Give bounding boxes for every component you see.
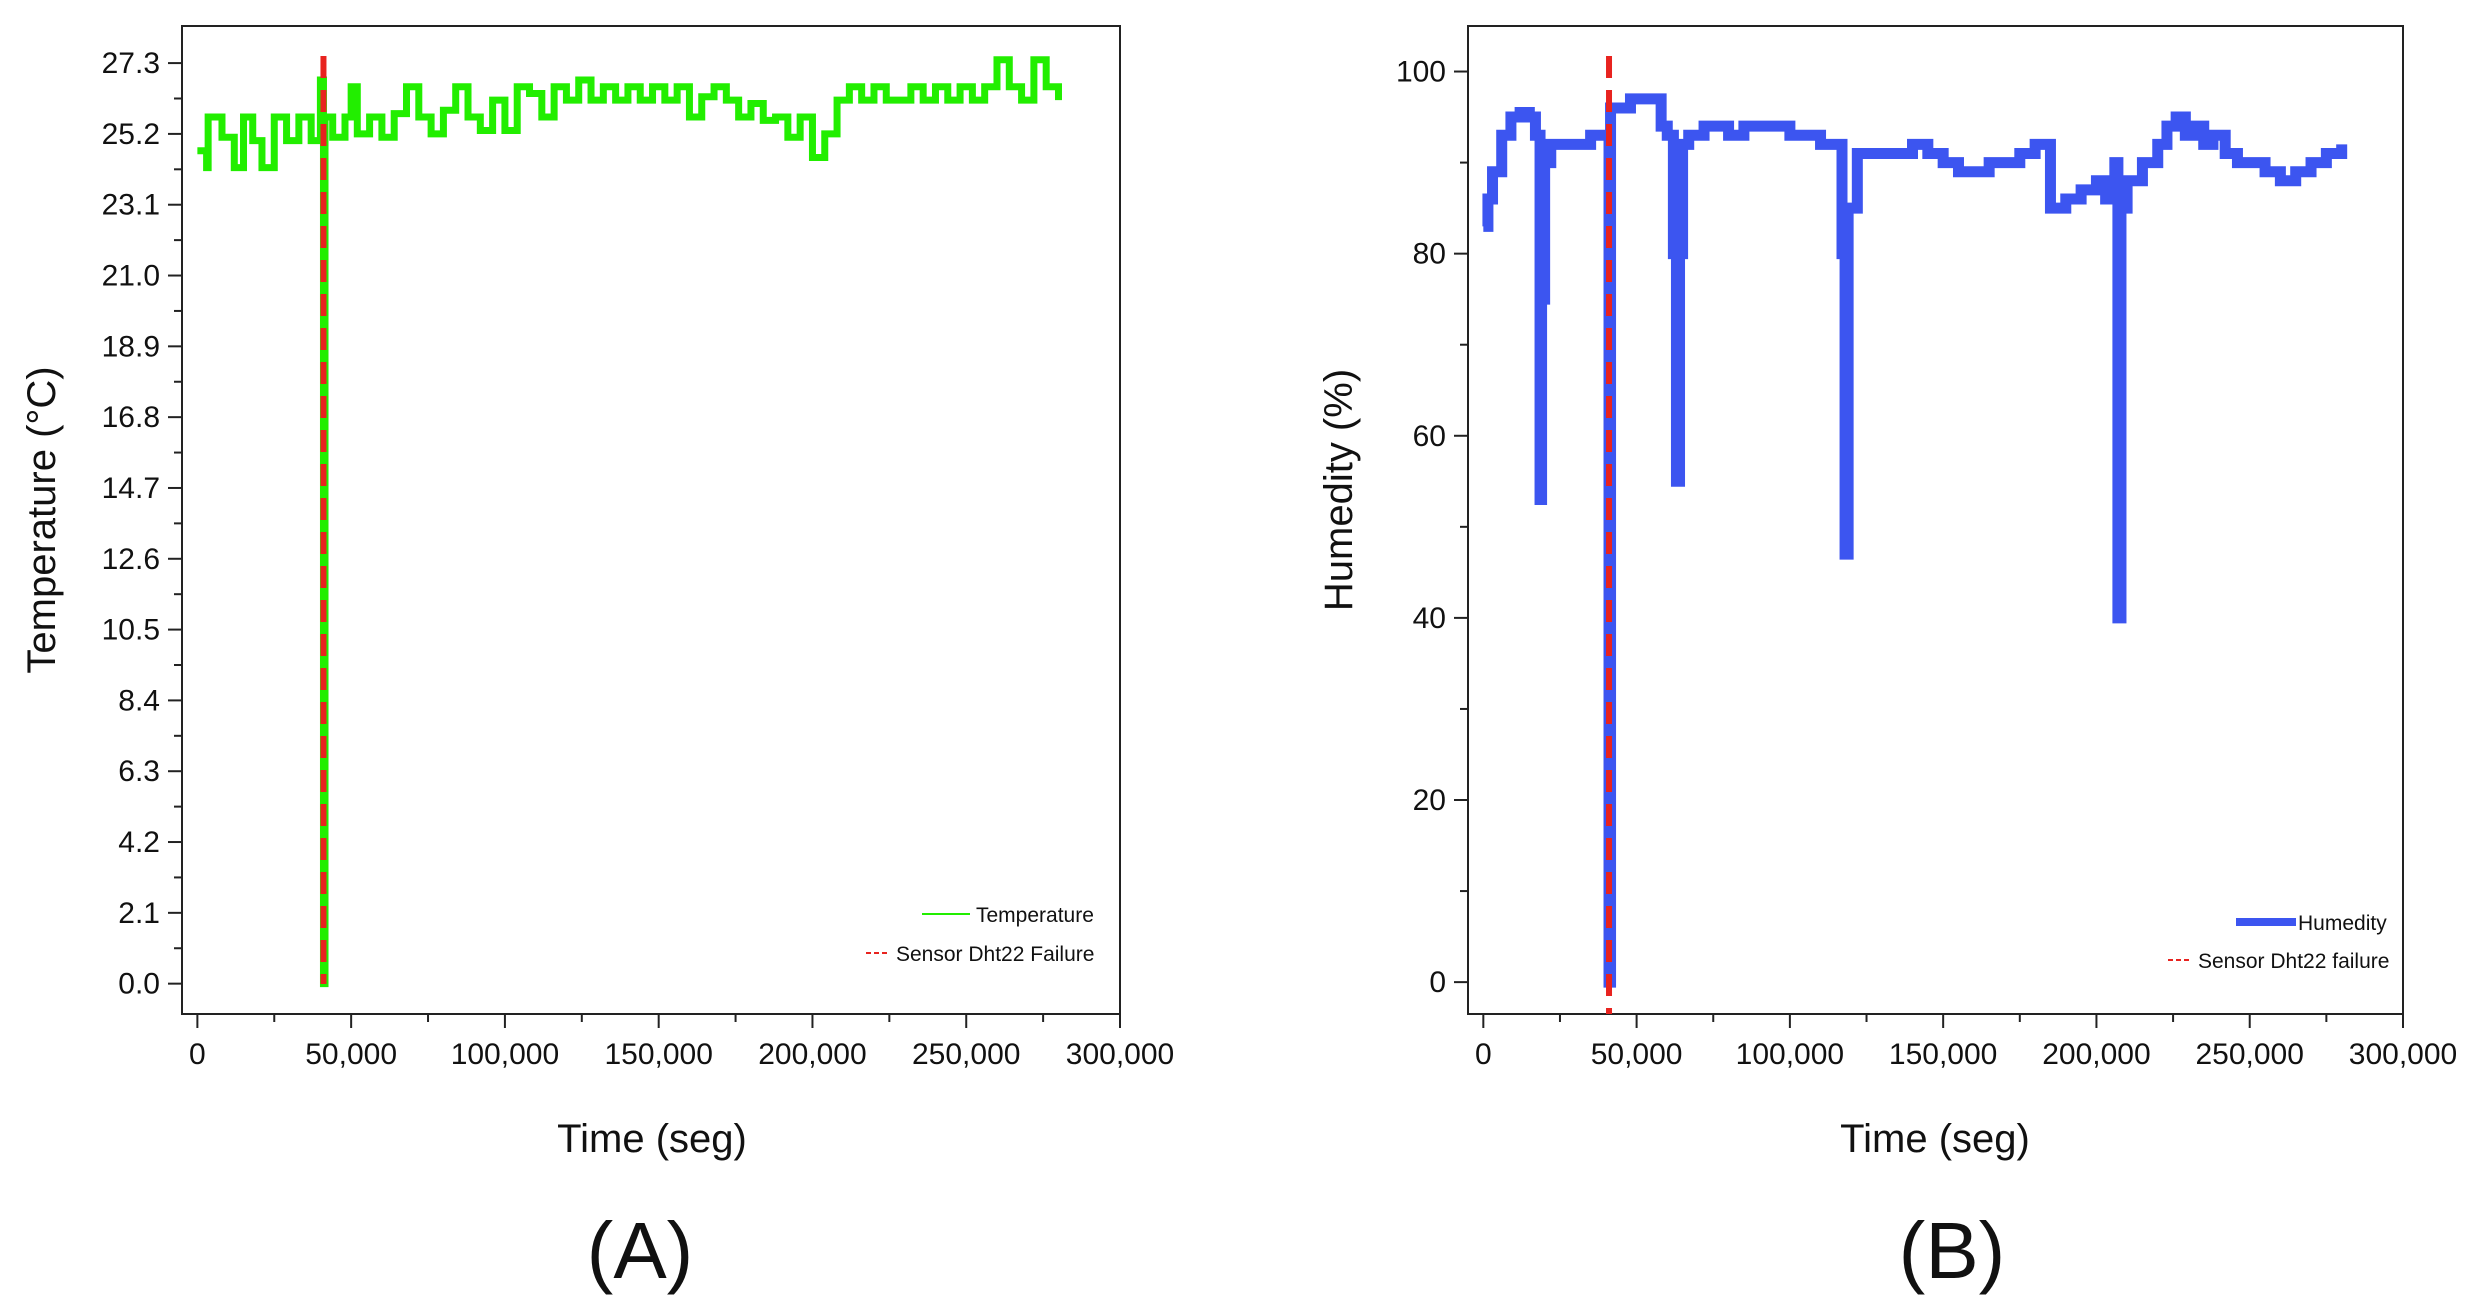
y-tick-label: 0.0 bbox=[118, 968, 160, 1001]
y-tick-label: 18.9 bbox=[102, 330, 160, 363]
x-tick-label: 200,000 bbox=[758, 1038, 866, 1071]
x-tick-label: 300,000 bbox=[2349, 1038, 2457, 1071]
x-tick-label: 100,000 bbox=[1736, 1038, 1844, 1071]
x-tick-label: 300,000 bbox=[1066, 1038, 1174, 1071]
temperature-y-axis-label: Temperature (°C) bbox=[20, 366, 64, 673]
legend-failure-label: Sensor Dht22 Failure bbox=[896, 943, 1094, 966]
temperature-plot-area bbox=[197, 56, 1062, 988]
x-tick-label: 150,000 bbox=[604, 1038, 712, 1071]
y-tick-label: 21.0 bbox=[102, 260, 160, 293]
panel-b-label: (B) bbox=[1899, 1206, 2006, 1295]
x-tick-label: 0 bbox=[1475, 1038, 1492, 1071]
x-tick-label: 200,000 bbox=[2042, 1038, 2150, 1071]
legend-failure-label-b: Sensor Dht22 failure bbox=[2198, 950, 2389, 973]
humidity-legend: Humedity Sensor Dht22 failure bbox=[2168, 912, 2389, 973]
x-tick-label: 50,000 bbox=[305, 1038, 397, 1071]
humidity-axis-ticks: 0 50,000 100,000 150,000 200,000 250,000 300,0… bbox=[1396, 56, 2457, 1071]
y-tick-label: 80 bbox=[1413, 238, 1446, 271]
y-tick-label: 8.4 bbox=[118, 684, 160, 717]
legend-humidity-label: Humedity bbox=[2298, 912, 2387, 935]
humidity-series-line bbox=[1482, 93, 2348, 988]
y-tick-label: 23.1 bbox=[102, 189, 160, 222]
y-tick-label: 12.6 bbox=[102, 543, 160, 576]
temperature-legend: Temperature Sensor Dht22 Failure bbox=[866, 904, 1094, 966]
y-tick-label: 25.2 bbox=[102, 118, 160, 151]
y-tick-label: 14.7 bbox=[102, 472, 160, 505]
humidity-plot-frame bbox=[1467, 25, 2404, 1015]
humidity-plot-area bbox=[1482, 56, 2348, 1014]
humidity-y-axis-label: Humedity (%) bbox=[1317, 369, 1361, 611]
panel-a-label: (A) bbox=[587, 1206, 694, 1295]
x-tick-label: 0 bbox=[189, 1038, 206, 1071]
y-tick-label: 2.1 bbox=[118, 897, 160, 930]
humidity-chart-panel: 0 50,000 100,000 150,000 200,000 250,000 300,0… bbox=[1317, 25, 2457, 1295]
x-tick-label: 100,000 bbox=[451, 1038, 559, 1071]
y-tick-label: 10.5 bbox=[102, 614, 160, 647]
temperature-axis-ticks: 0 50,000 100,000 150,000 200,000 250,000 300,0… bbox=[102, 47, 1175, 1071]
y-tick-label: 100 bbox=[1396, 56, 1446, 89]
y-tick-label: 27.3 bbox=[102, 47, 160, 80]
temperature-x-axis-label: Time (seg) bbox=[557, 1117, 747, 1161]
y-tick-label: 16.8 bbox=[102, 401, 160, 434]
y-tick-label: 4.2 bbox=[118, 826, 160, 859]
x-tick-label: 150,000 bbox=[1889, 1038, 1997, 1071]
temperature-plot-frame bbox=[181, 25, 1121, 1015]
humidity-x-axis-label: Time (seg) bbox=[1840, 1117, 2030, 1161]
x-tick-label: 50,000 bbox=[1591, 1038, 1683, 1071]
x-tick-label: 250,000 bbox=[2195, 1038, 2303, 1071]
y-tick-label: 0 bbox=[1429, 966, 1446, 999]
y-tick-label: 20 bbox=[1413, 784, 1446, 817]
y-tick-label: 40 bbox=[1413, 602, 1446, 635]
temperature-series-line bbox=[197, 56, 1062, 988]
y-tick-label: 60 bbox=[1413, 420, 1446, 453]
temperature-chart-panel: 0 50,000 100,000 150,000 200,000 250,000 300,0… bbox=[20, 25, 1175, 1295]
legend-temperature-label: Temperature bbox=[976, 904, 1094, 927]
y-tick-label: 6.3 bbox=[118, 755, 160, 788]
x-tick-label: 250,000 bbox=[912, 1038, 1020, 1071]
